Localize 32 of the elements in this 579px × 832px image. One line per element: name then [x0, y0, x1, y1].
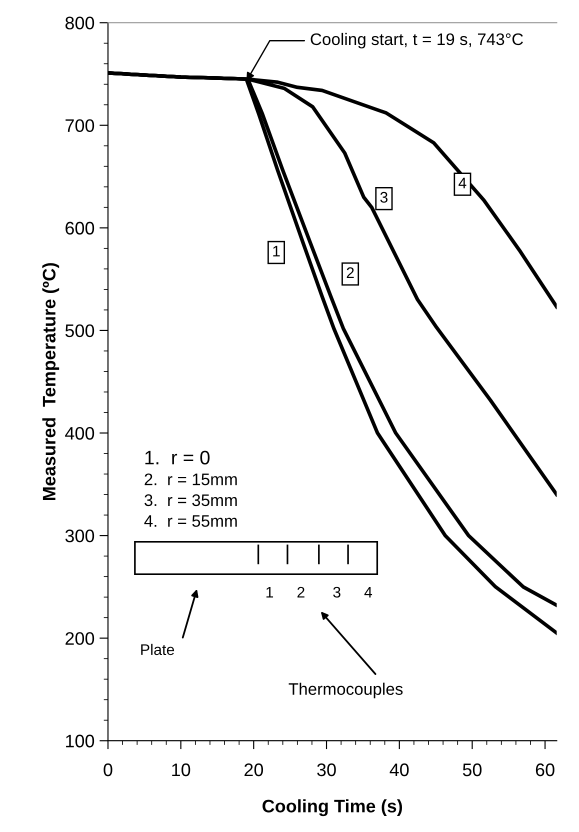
x-tick-label: 10 [172, 763, 190, 776]
annotation: 4. r = 55mm [144, 515, 237, 527]
x-tick-label: 30 [317, 763, 336, 776]
y-tick-label: 700 [66, 119, 94, 132]
x-tick-label: 20 [244, 763, 264, 776]
annotation: 3 [333, 586, 340, 598]
series-label: 3 [380, 192, 388, 203]
annotation: 2. r = 15mm [144, 473, 237, 486]
y-tick-label: 500 [65, 324, 94, 338]
x-tick-label: 40 [390, 763, 409, 776]
series-label: 1 [273, 246, 280, 256]
annotation: Cooling start, t = 19 s, 743°C [310, 32, 523, 48]
annotation: Thermocouples [288, 682, 403, 698]
x-axis-title: Cooling Time (s) [262, 799, 402, 816]
annotation: 1. r = 0 [145, 450, 210, 464]
annotation: 1 [266, 586, 274, 598]
x-tick-label: 60 [536, 763, 554, 776]
x-tick-label: 0 [104, 763, 112, 776]
annotation: 2 [297, 586, 304, 598]
y-tick-label: 600 [66, 222, 94, 235]
series-label: 2 [346, 267, 354, 278]
annotation: Plate [141, 644, 174, 656]
y-tick-label: 300 [65, 530, 94, 542]
y-axis-title: Measured Temperature (ºC) [42, 263, 60, 500]
x-tick-label: 50 [462, 763, 482, 776]
series-label: 4 [458, 178, 466, 188]
y-tick-label: 200 [66, 632, 94, 645]
annotation: 4 [364, 586, 372, 598]
annotation: 3. r = 35mm [144, 494, 237, 506]
y-tick-label: 400 [65, 426, 94, 440]
y-tick-label: 100 [66, 734, 94, 748]
y-tick-label: 800 [65, 16, 94, 30]
